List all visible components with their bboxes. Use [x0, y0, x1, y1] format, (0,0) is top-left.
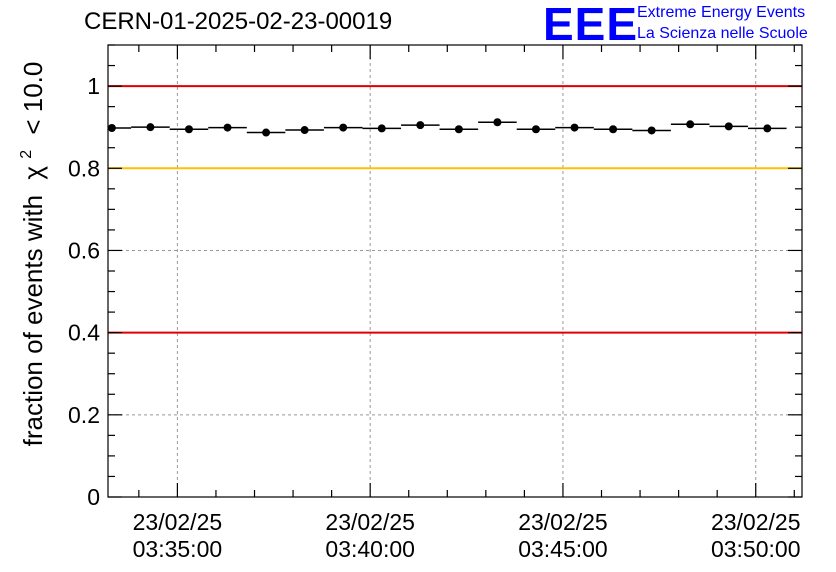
x-tick-label-time: 03:35:00	[133, 536, 223, 562]
x-tick-label-time: 03:50:00	[711, 536, 801, 562]
tick-labels: 00.20.40.60.8123/02/2503:35:0023/02/2503…	[68, 73, 800, 562]
data-point	[184, 125, 193, 134]
data-point	[454, 125, 463, 134]
x-tick-label-time: 03:40:00	[325, 536, 415, 562]
y-tick-label: 0.2	[68, 402, 100, 428]
data-point	[724, 122, 733, 131]
x-tick-label-date: 23/02/25	[711, 509, 801, 535]
data-point	[647, 126, 656, 135]
data-points	[107, 118, 787, 137]
reference-lines	[108, 85, 802, 334]
data-point	[493, 118, 502, 127]
data-point	[107, 124, 116, 133]
y-axis-label-tail: < 10.0	[18, 62, 48, 135]
data-point	[377, 124, 386, 133]
x-tick-label-time: 03:45:00	[518, 536, 608, 562]
plot-frame	[107, 44, 803, 498]
data-point	[609, 125, 618, 134]
data-point	[339, 123, 348, 132]
y-tick-label: 1	[87, 73, 100, 99]
x-tick-label-date: 23/02/25	[133, 509, 223, 535]
axis-ticks	[108, 44, 802, 498]
data-point	[686, 120, 695, 129]
x-tick-label-date: 23/02/25	[518, 509, 608, 535]
eee-logo-text: Extreme Energy Events La Scienza nelle S…	[637, 2, 808, 44]
data-point	[223, 123, 232, 132]
y-tick-label: 0	[87, 484, 100, 510]
chart-title: CERN-01-2025-02-23-00019	[84, 8, 393, 35]
data-point	[262, 128, 271, 137]
y-axis-label-main: fraction of events with	[18, 195, 48, 446]
logo-line-2: La Scienza nelle Scuole	[637, 25, 808, 42]
data-point	[300, 126, 309, 135]
y-axis-label: fraction of events with χ 2 < 10.0	[7, 62, 48, 447]
data-point	[570, 123, 579, 132]
data-point	[146, 123, 155, 132]
eee-logo: EEE	[543, 0, 639, 50]
x-tick-label-date: 23/02/25	[325, 509, 415, 535]
grid-lines	[108, 45, 802, 497]
y-tick-label: 0.6	[68, 237, 100, 263]
data-point	[531, 125, 540, 134]
data-point	[763, 124, 772, 133]
y-axis-label-sup: 2	[18, 150, 35, 159]
y-tick-label: 0.8	[68, 155, 100, 181]
y-axis-label-chi: χ	[18, 166, 48, 180]
y-tick-label: 0.4	[68, 320, 100, 346]
data-point	[416, 121, 425, 130]
logo-line-1: Extreme Energy Events	[637, 4, 806, 21]
